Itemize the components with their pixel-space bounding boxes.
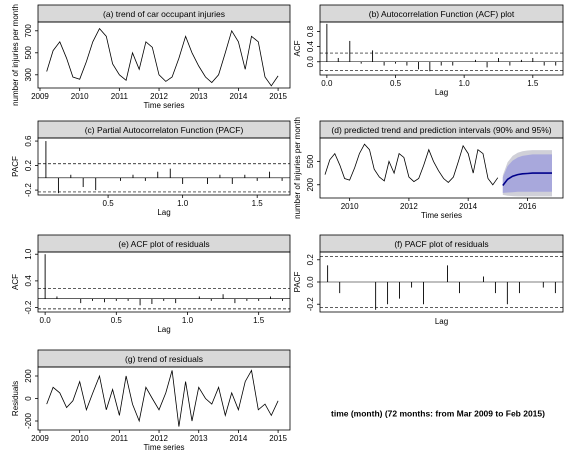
x-tick-label: 2011 xyxy=(111,434,129,443)
panel-title: (e) ACF plot of residuals xyxy=(118,239,209,249)
y-tick-label: 500 xyxy=(306,154,315,168)
y-tick-label: 200 xyxy=(306,178,315,192)
panel-title: (b) Autocorrelation Function (ACF) plot xyxy=(369,9,515,19)
y-axis-label: Residuals xyxy=(11,381,20,416)
y-tick-label: 1.0 xyxy=(24,248,33,260)
x-tick-label: 2016 xyxy=(519,202,537,211)
y-tick-label: 0.8 xyxy=(306,25,315,37)
panel-title: (d) predicted trend and prediction inter… xyxy=(331,125,551,135)
y-tick-label: -0.2 xyxy=(24,183,33,197)
x-tick-label: 1.5 xyxy=(527,79,539,88)
y-axis-label: number of injuries per month xyxy=(293,117,302,219)
y-tick-label: 500 xyxy=(24,46,33,60)
y-tick-label: 0.4 xyxy=(306,40,315,52)
x-tick-label: 2014 xyxy=(230,434,248,443)
y-tick-label: 0.4 xyxy=(24,275,33,287)
x-tick-label: 2014 xyxy=(459,202,477,211)
x-axis-label: Lag xyxy=(157,325,170,334)
x-tick-label: 2013 xyxy=(190,434,208,443)
x-tick-label: 0.0 xyxy=(321,79,333,88)
x-tick-label: 2013 xyxy=(190,92,208,101)
plot-frame xyxy=(37,21,291,89)
x-tick-label: 1.0 xyxy=(182,316,194,325)
y-axis-label: ACF xyxy=(11,274,20,290)
x-tick-label: 2015 xyxy=(269,92,287,101)
x-tick-label: 2009 xyxy=(31,92,49,101)
caption: time (month) (72 months: from Mar 2009 t… xyxy=(331,408,545,418)
x-tick-label: 2012 xyxy=(400,202,418,211)
panel-title: (c) Partial Autocorrelaton Function (PAC… xyxy=(85,125,244,135)
x-tick-label: 2015 xyxy=(269,434,287,443)
x-axis-label: Lag xyxy=(435,88,448,97)
y-tick-label: -0.2 xyxy=(24,300,33,314)
x-tick-label: 1.0 xyxy=(459,79,471,88)
panel-title: (f) PACF plot of residuals xyxy=(394,239,488,249)
x-tick-label: 2012 xyxy=(150,434,168,443)
y-tick-label: 700 xyxy=(24,24,33,38)
x-tick-label: 0.5 xyxy=(390,79,402,88)
panel-title: (g) trend of residuals xyxy=(125,354,203,364)
y-tick-label: 0.2 xyxy=(24,159,33,171)
x-axis-label: Lag xyxy=(157,208,170,217)
x-axis-label: Time series xyxy=(143,443,184,452)
series-line xyxy=(46,369,279,427)
x-axis-label: Time series xyxy=(143,101,184,110)
x-tick-label: 2010 xyxy=(341,202,359,211)
x-tick-label: 1.5 xyxy=(253,316,265,325)
y-tick-label: 0.6 xyxy=(24,135,33,147)
x-tick-label: 1.5 xyxy=(252,199,264,208)
x-tick-label: 0.0 xyxy=(40,316,52,325)
y-axis-label: ACF xyxy=(293,40,302,56)
x-axis-label: Time series xyxy=(421,211,462,220)
x-tick-label: 2009 xyxy=(31,434,49,443)
plot-frame xyxy=(37,251,291,313)
plot-frame xyxy=(37,137,291,196)
x-tick-label: 2011 xyxy=(111,92,129,101)
y-tick-label: 0.0 xyxy=(306,276,315,288)
y-tick-label: 0.0 xyxy=(306,56,315,68)
y-tick-label: 0 xyxy=(24,396,33,401)
y-axis-label: number of injuries per month xyxy=(11,4,20,106)
series-line xyxy=(46,27,279,87)
x-tick-label: 2012 xyxy=(150,92,168,101)
y-axis-label: PACF xyxy=(293,272,302,293)
y-axis-label: PACF xyxy=(11,156,20,177)
y-tick-label: -200 xyxy=(24,412,33,429)
x-axis-label: Lag xyxy=(435,317,448,326)
y-tick-label: -0.2 xyxy=(306,297,315,311)
x-tick-label: 2014 xyxy=(230,92,248,101)
y-tick-label: 300 xyxy=(24,68,33,82)
x-tick-label: 1.0 xyxy=(177,199,189,208)
plot-frame xyxy=(319,137,564,199)
x-tick-label: 0.5 xyxy=(103,199,115,208)
y-tick-label: 200 xyxy=(24,369,33,383)
x-tick-label: 0.5 xyxy=(111,316,123,325)
x-tick-label: 2010 xyxy=(71,92,89,101)
panel-title: (a) trend of car occupant injuries xyxy=(103,9,225,19)
plot-frame xyxy=(319,21,564,76)
forecast-line xyxy=(502,172,552,186)
y-tick-label: 0.2 xyxy=(306,254,315,266)
series-line xyxy=(324,143,499,186)
x-tick-label: 2010 xyxy=(71,434,89,443)
